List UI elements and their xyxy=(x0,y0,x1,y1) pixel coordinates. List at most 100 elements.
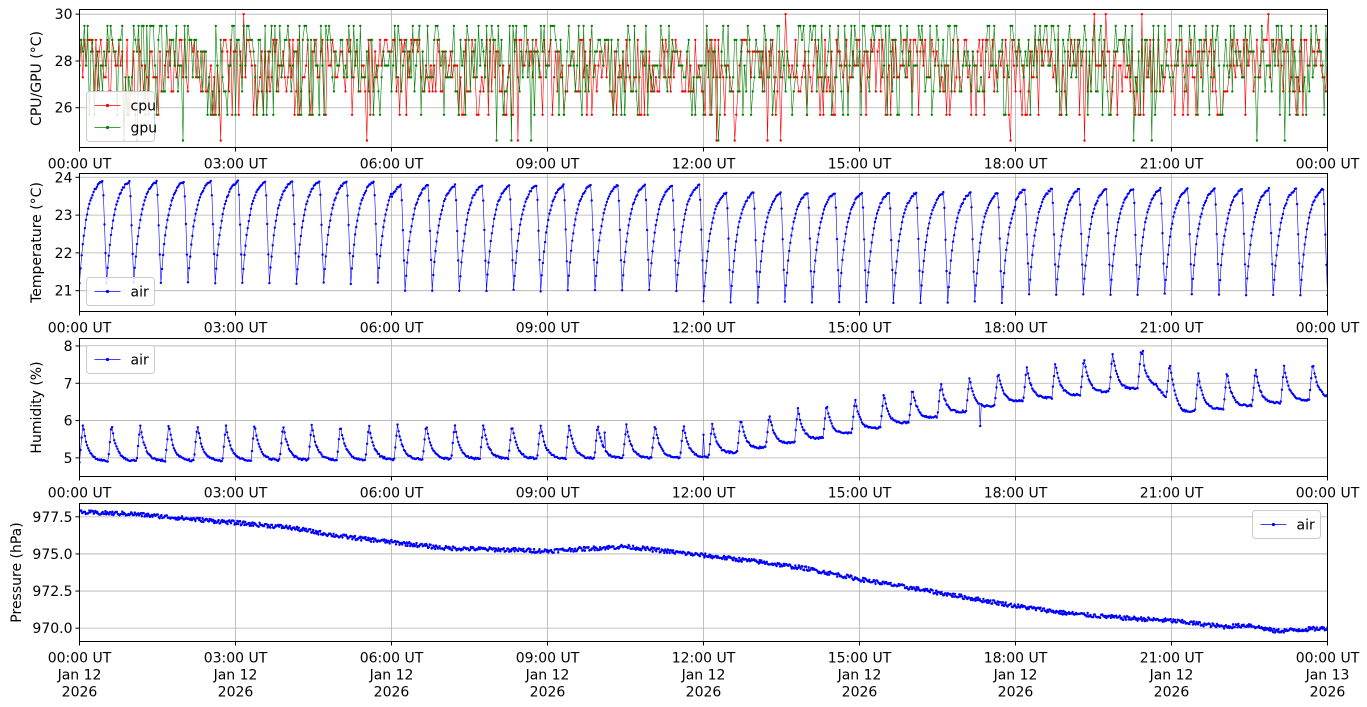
data-point xyxy=(670,184,674,188)
data-point xyxy=(1251,398,1254,402)
data-point xyxy=(255,190,258,194)
data-point xyxy=(224,199,228,203)
data-point xyxy=(1089,90,1093,93)
data-point xyxy=(535,457,538,460)
data-point xyxy=(748,38,751,42)
data-point xyxy=(432,273,435,277)
data-point xyxy=(817,38,820,42)
data-point xyxy=(141,207,144,211)
data-point xyxy=(175,76,178,79)
data-point xyxy=(99,38,103,42)
data-point xyxy=(329,38,332,42)
data-point xyxy=(340,534,343,537)
data-point xyxy=(1004,38,1007,42)
data-point xyxy=(460,64,464,67)
data-point xyxy=(102,50,106,53)
data-point xyxy=(1160,202,1163,205)
data-point xyxy=(281,64,285,67)
data-point xyxy=(1119,64,1122,67)
data-point xyxy=(340,434,344,437)
data-point xyxy=(1240,76,1244,79)
data-point xyxy=(115,445,118,448)
data-point xyxy=(397,541,400,544)
data-point xyxy=(984,212,987,215)
data-point xyxy=(928,591,932,594)
data-point xyxy=(774,76,777,79)
data-point xyxy=(909,197,912,200)
data-point xyxy=(1209,192,1212,195)
data-point xyxy=(364,76,367,79)
data-point xyxy=(394,543,398,546)
data-point xyxy=(1161,232,1164,235)
data-point xyxy=(316,64,319,67)
data-point xyxy=(151,515,154,518)
data-point xyxy=(784,284,788,287)
data-point xyxy=(847,216,851,220)
data-point xyxy=(695,186,699,189)
data-point xyxy=(1189,263,1193,266)
data-point xyxy=(1192,264,1196,267)
data-point xyxy=(1309,38,1313,42)
data-point xyxy=(167,76,170,79)
data-point xyxy=(961,64,965,67)
data-point xyxy=(270,24,273,28)
data-point xyxy=(1134,76,1137,79)
data-point xyxy=(850,574,853,578)
data-point xyxy=(850,24,853,28)
data-point xyxy=(590,113,593,117)
data-point xyxy=(778,562,781,565)
data-point xyxy=(513,550,516,553)
data-point xyxy=(1231,90,1234,93)
data-point xyxy=(1055,293,1058,296)
data-point xyxy=(786,50,789,53)
data-point xyxy=(918,269,921,272)
data-point xyxy=(910,113,914,117)
data-point xyxy=(1020,191,1023,194)
data-point xyxy=(204,50,208,53)
data-point xyxy=(859,418,863,421)
data-point xyxy=(166,218,169,222)
data-point xyxy=(968,64,971,67)
data-point xyxy=(784,90,787,93)
data-point xyxy=(1065,208,1069,211)
data-point xyxy=(953,90,956,93)
data-point xyxy=(189,517,193,520)
data-point xyxy=(1021,400,1024,403)
data-point xyxy=(1091,38,1094,42)
data-point xyxy=(210,194,214,197)
data-point xyxy=(769,420,772,424)
data-point xyxy=(168,427,171,431)
data-point xyxy=(690,552,694,555)
data-point xyxy=(931,589,934,592)
data-point xyxy=(195,430,198,433)
data-point xyxy=(889,415,892,418)
data-point xyxy=(1089,222,1093,226)
data-point xyxy=(1253,215,1257,219)
data-point xyxy=(592,76,595,79)
data-point xyxy=(1165,265,1169,269)
data-point xyxy=(217,518,220,522)
x-tick-label: 18:00 UT xyxy=(984,321,1048,337)
data-point xyxy=(768,76,771,79)
data-point xyxy=(1053,263,1057,266)
data-point xyxy=(243,253,246,257)
data-point xyxy=(863,24,866,28)
data-point xyxy=(1012,209,1016,212)
data-point xyxy=(776,90,779,93)
data-point xyxy=(797,412,801,416)
data-point xyxy=(1280,217,1284,220)
data-point xyxy=(922,588,925,591)
data-point xyxy=(199,50,203,53)
legend-swatch-marker xyxy=(105,103,110,108)
data-point xyxy=(124,76,127,79)
data-point xyxy=(321,253,324,256)
data-point xyxy=(446,76,449,79)
data-point xyxy=(511,427,514,430)
grid xyxy=(79,173,1328,312)
data-point xyxy=(1196,235,1199,238)
data-point xyxy=(1066,203,1070,207)
data-point xyxy=(1227,381,1230,384)
data-point xyxy=(796,566,800,569)
data-point xyxy=(428,90,431,93)
data-point xyxy=(559,38,562,42)
